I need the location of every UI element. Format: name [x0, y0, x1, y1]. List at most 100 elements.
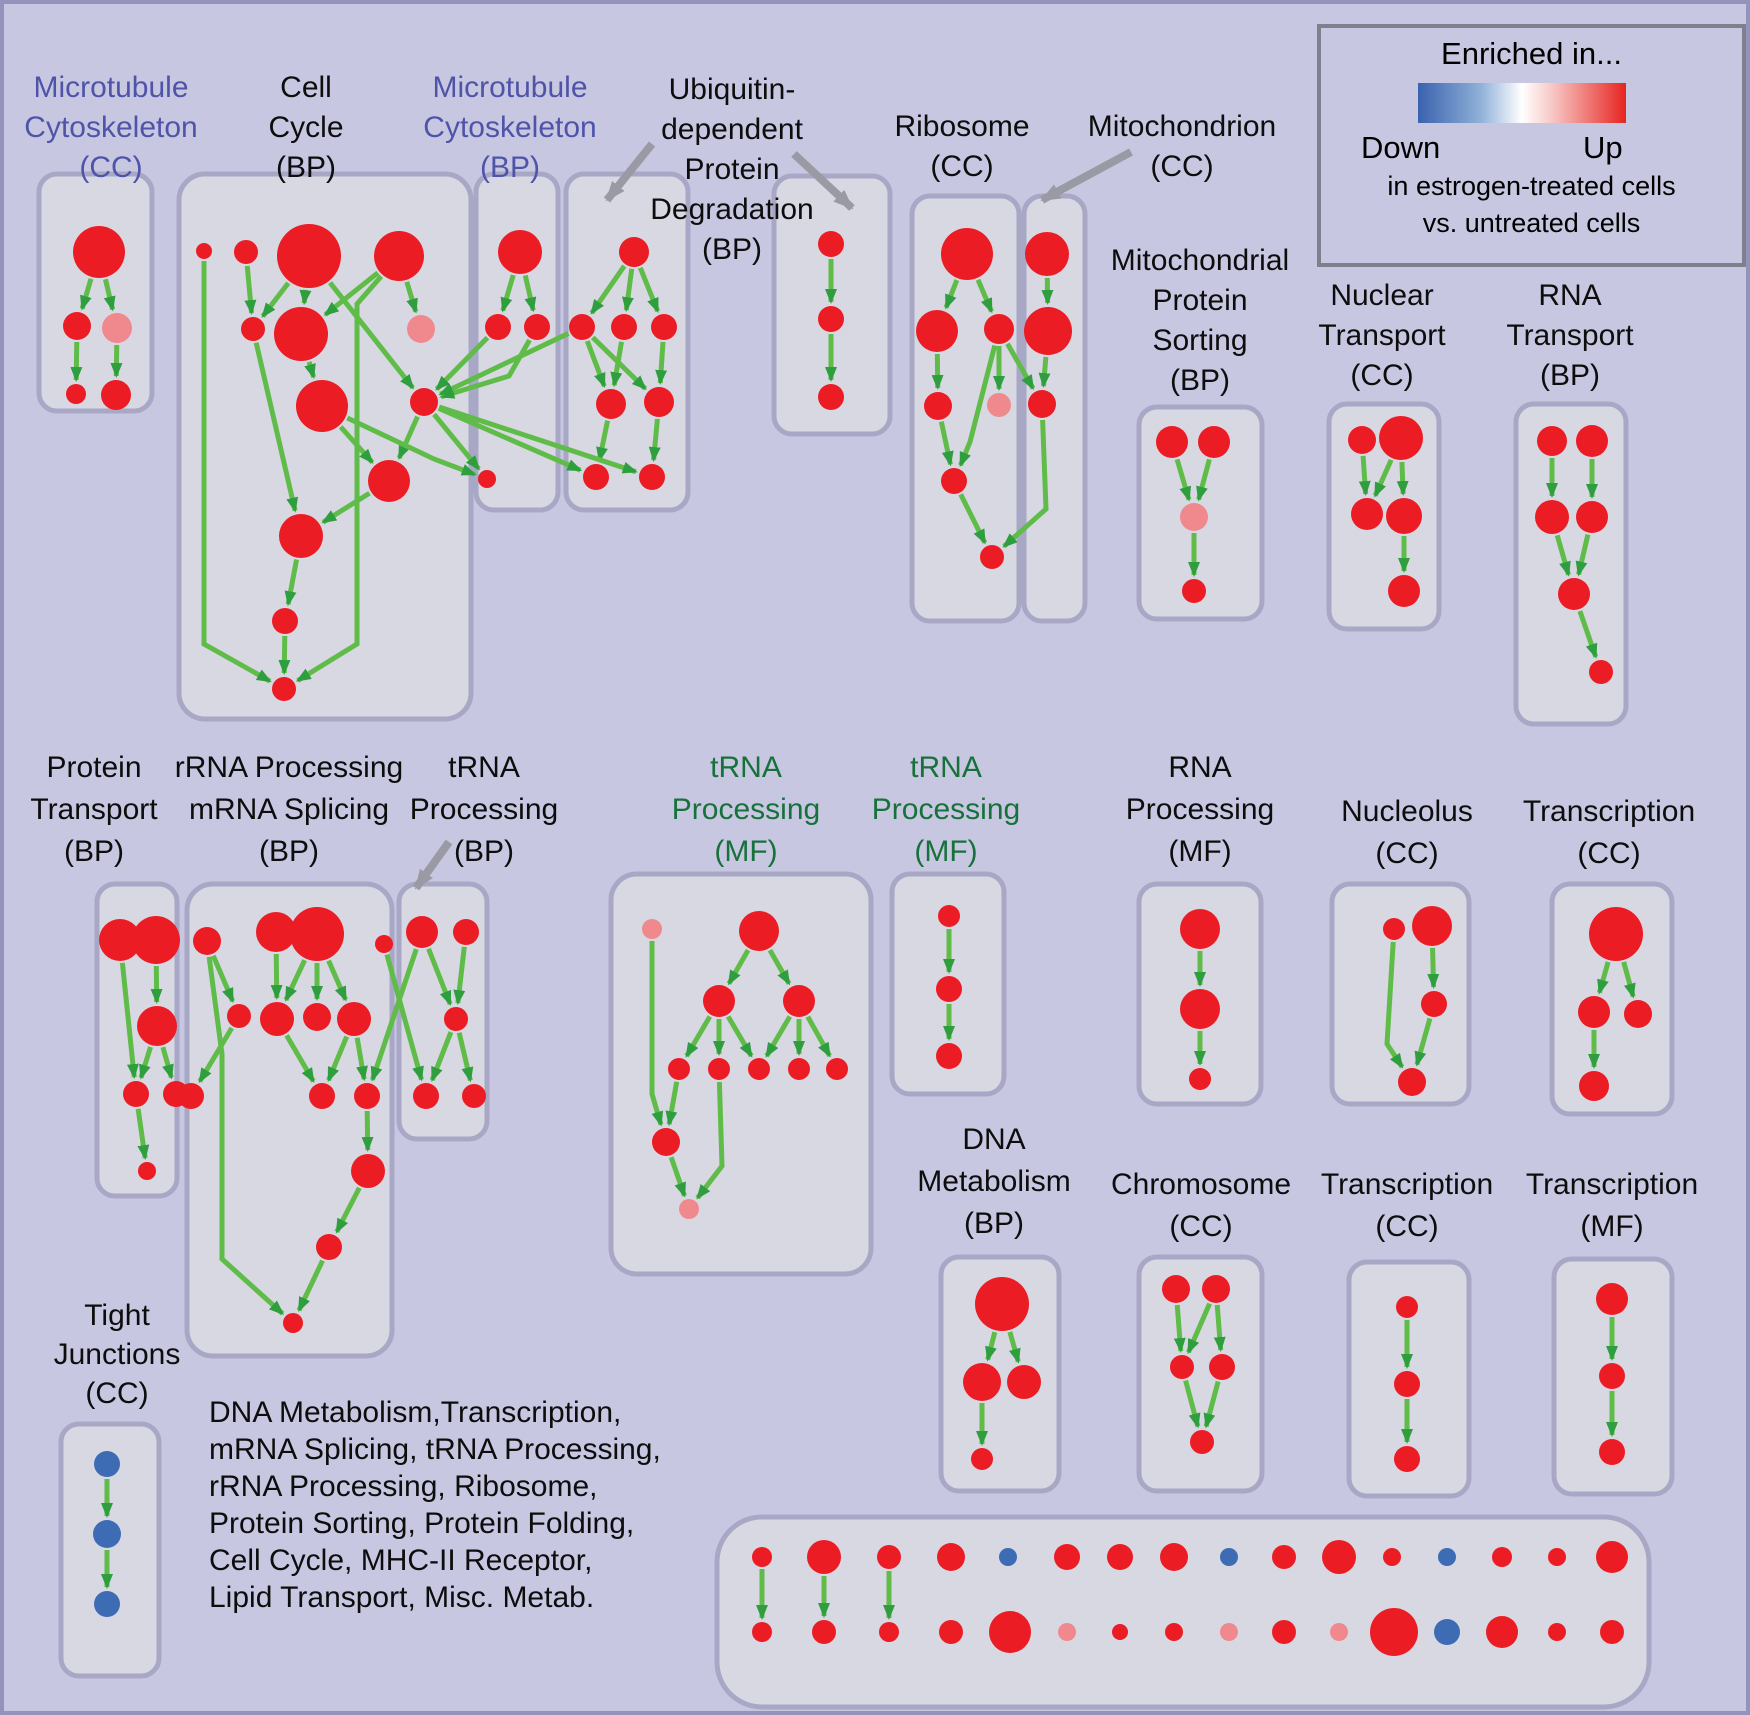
legend-box: Enriched in... Down Up in estrogen-treat…	[1317, 24, 1746, 267]
edge-rrna-m4-l2	[326, 1035, 350, 1083]
node-misc-b14	[1486, 1616, 1518, 1648]
label-dna-metabolism-bp-line: DNA	[962, 1123, 1026, 1156]
node-chromosome-c	[1170, 1355, 1194, 1379]
label-protein-transport-bp: Protein Transport (BP)	[4, 747, 394, 873]
edge-mt_cc-a-c	[103, 278, 116, 312]
label-microtubule-cytoskeleton-bp: Microtubule Cytoskeleton (BP)	[210, 68, 810, 188]
label-tight-junctions-cc-line: Junctions	[53, 1338, 181, 1371]
node-trna_mf2-c	[936, 1043, 962, 1069]
label-ubiquitin-bp-line: dependent	[661, 113, 803, 146]
node-mito-l	[1028, 390, 1056, 418]
node-cell_cycle-n10	[368, 460, 410, 502]
edge-trna_mf1-m2-s3	[764, 1015, 793, 1058]
legend-up-label: Up	[1583, 130, 1623, 165]
node-dna_metab-c	[1007, 1365, 1041, 1399]
node-transcription_mf-a	[1596, 1283, 1628, 1315]
edge-rrna-t1-b3	[206, 956, 285, 1316]
node-cell_cycle-n12	[272, 608, 298, 634]
legend-caption-1: in estrogen-treated cells	[1387, 171, 1676, 201]
edge-trna_mf1-t-m2	[767, 948, 792, 986]
edge-transcription_cc1-a-b	[1597, 961, 1611, 995]
edge-rrna-t3-m4	[326, 959, 348, 1002]
edge-cell_cycle-n4-n7	[404, 281, 419, 314]
node-dna_metab-d	[971, 1448, 993, 1470]
label-rna-transport-bp-line: Transport	[1506, 319, 1634, 352]
node-trna_bp-t2	[453, 919, 479, 945]
edge-trna_bp-t2-m	[453, 946, 467, 1006]
edge-cell_cycle-n4-n13	[295, 274, 384, 683]
node-protein_transport-f	[138, 1162, 156, 1180]
edge-mito_sort-a-c	[1174, 458, 1192, 502]
node-rna_proc_mf-a	[1180, 909, 1220, 949]
node-ribosome-l2	[987, 393, 1011, 417]
node-cell_cycle-n8	[296, 380, 348, 432]
box-ubiq2	[771, 173, 893, 437]
legend-title: Enriched in...	[1441, 36, 1622, 71]
edge-cell_cycle-n9-ubiq-b1	[437, 406, 583, 473]
label-rna-transport-bp-line: RNA	[1538, 279, 1602, 312]
node-mt_cc-d	[66, 384, 86, 404]
node-misc-t11	[1322, 1540, 1356, 1574]
label-protein-transport-bp-line: Transport	[30, 793, 158, 826]
label-nucleolus-cc-line: (CC)	[1375, 837, 1439, 870]
edge-protein_transport-a-d	[119, 962, 139, 1080]
note-line: rRNA Processing, Ribosome,	[209, 1470, 598, 1503]
node-tight_junctions-c	[94, 1591, 120, 1617]
label-rrna-processing-mrna-splicing-bp: rRNA Processing mRNA Splicing (BP)	[4, 747, 589, 873]
label-trna-processing-mf-1-line: Processing	[671, 793, 821, 826]
label-rna-processing-mf-line: RNA	[1168, 751, 1232, 784]
node-mt_bp-b	[478, 470, 496, 488]
annotation-arrow-ubiquitin-to-right-box	[791, 151, 855, 211]
label-mitochondrial-protein-sorting-bp: Mitochondrial Protein Sorting (BP)	[900, 241, 1500, 401]
edge-trna_mf1-m1-s3	[725, 1015, 754, 1058]
node-mt_cc-e	[101, 380, 131, 410]
edge-rrna-b2-b3	[296, 1259, 325, 1313]
edge-cell_cycle-n12-n13	[278, 635, 291, 676]
node-transcription_mf-b	[1599, 1363, 1625, 1389]
node-transcription_cc1-a	[1589, 907, 1643, 961]
node-rna_transport-f	[1589, 660, 1613, 684]
node-chromosome-e	[1190, 1430, 1214, 1454]
node-transcription_mf-c	[1599, 1439, 1625, 1465]
node-rrna-b3	[283, 1313, 303, 1333]
label-transcription-cc-mid: Transcription (CC)	[1309, 791, 1746, 875]
label-nucleolus-cc-line: Nucleolus	[1341, 795, 1473, 828]
node-rna_proc_mf-c	[1189, 1068, 1211, 1090]
edge-mt_bp-t-m2	[522, 274, 537, 313]
label-trna-processing-mf-2-line: (MF)	[914, 835, 978, 868]
edge-cell_cycle-n9-mt_bp-b	[432, 412, 481, 471]
node-trna_bp-t1	[406, 916, 438, 948]
edge-mt_bp-t-m1	[500, 274, 516, 313]
node-rrna-m4	[337, 1002, 371, 1036]
label-transcription-cc-bottom-line: (CC)	[1375, 1210, 1439, 1243]
node-misc-b13	[1434, 1619, 1460, 1645]
node-rna_proc_mf-b	[1180, 989, 1220, 1029]
node-rrna-t3	[290, 907, 344, 961]
node-trna_mf1-s5	[826, 1058, 848, 1080]
label-rrna-processing-mrna-splicing-bp-line: (BP)	[259, 835, 319, 868]
node-nuc_transport-d	[1386, 498, 1422, 534]
label-chromosome-cc-line: Chromosome	[1110, 1168, 1292, 1201]
edge-trna_mf1-q-bp	[668, 1156, 687, 1198]
label-nuclear-transport-cc-line: Nuclear	[1330, 279, 1434, 312]
box-rna_transport	[1513, 401, 1629, 727]
node-misc-b7	[1112, 1624, 1128, 1640]
label-ribosome-cc: Ribosome (CC)	[662, 107, 1262, 187]
label-ubiquitin-bp-line: Protein	[684, 153, 780, 186]
label-transcription-mf: Transcription (MF)	[1312, 1164, 1746, 1248]
node-misc-t12	[1383, 1548, 1401, 1566]
label-trna-processing-mf-1-line: (MF)	[714, 835, 778, 868]
edge-trna_bp-m-l2	[456, 1032, 474, 1083]
node-trna_bp-l2	[462, 1084, 486, 1108]
note-line: Protein Sorting, Protein Folding,	[209, 1507, 635, 1540]
legend-down-label: Down	[1361, 130, 1441, 165]
edge-ubiq-t-m1	[589, 264, 627, 315]
label-rrna-processing-mrna-splicing-bp-line: mRNA Splicing	[188, 793, 390, 826]
note-line: Lipid Transport, Misc. Metab.	[209, 1581, 595, 1614]
node-misc-b9	[1220, 1623, 1238, 1641]
annotation-arrow-mitochondrion-to-box	[1040, 148, 1133, 204]
label-trna-processing-mf-2: tRNA Processing (MF)	[646, 747, 1246, 873]
node-misc-b10	[1272, 1620, 1296, 1644]
label-rna-processing-mf: RNA Processing (MF)	[900, 747, 1500, 873]
node-nucleolus-d	[1398, 1068, 1426, 1096]
